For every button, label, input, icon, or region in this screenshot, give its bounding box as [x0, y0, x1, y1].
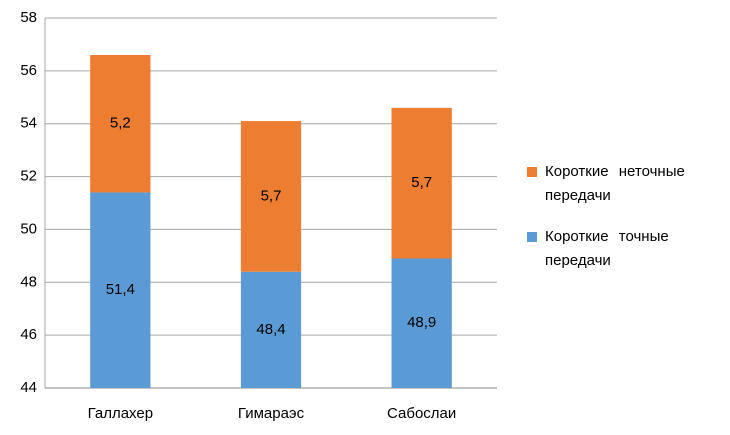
bar-segment — [90, 55, 151, 193]
x-tick-label: Гимараэс — [238, 405, 305, 422]
legend-label: Короткие точные передачи — [545, 228, 669, 269]
data-label: 48,4 — [256, 321, 285, 338]
y-tick-label: 54 — [20, 115, 37, 132]
bar-segment — [240, 121, 302, 272]
bar-segment — [391, 107, 452, 259]
legend-label: Короткие неточные передачи — [545, 163, 685, 204]
y-tick-label: 46 — [20, 326, 37, 343]
bar-segment — [240, 271, 302, 388]
y-tick-label: 52 — [20, 168, 37, 185]
bar-segment — [90, 192, 151, 388]
data-label: 5,7 — [261, 187, 282, 204]
y-tick-label: 50 — [20, 220, 37, 237]
y-tick-label: 58 — [20, 9, 37, 26]
y-tick-label: 44 — [20, 379, 37, 396]
data-label: 5,2 — [110, 115, 131, 132]
data-label: 48,9 — [407, 314, 436, 331]
legend-swatch — [527, 167, 537, 177]
y-tick-label: 56 — [20, 62, 37, 79]
legend-swatch — [527, 232, 537, 242]
data-label: 51,4 — [106, 281, 135, 298]
legend-entry: Короткие неточные передачи — [527, 160, 717, 208]
bar-segment — [391, 258, 452, 388]
legend-entry: Короткие точные передачи — [527, 225, 717, 273]
data-label: 5,7 — [411, 174, 432, 191]
x-tick-label: Галлахер — [88, 405, 154, 422]
y-tick-label: 48 — [20, 273, 37, 290]
x-tick-label: Сабослаи — [387, 405, 456, 422]
